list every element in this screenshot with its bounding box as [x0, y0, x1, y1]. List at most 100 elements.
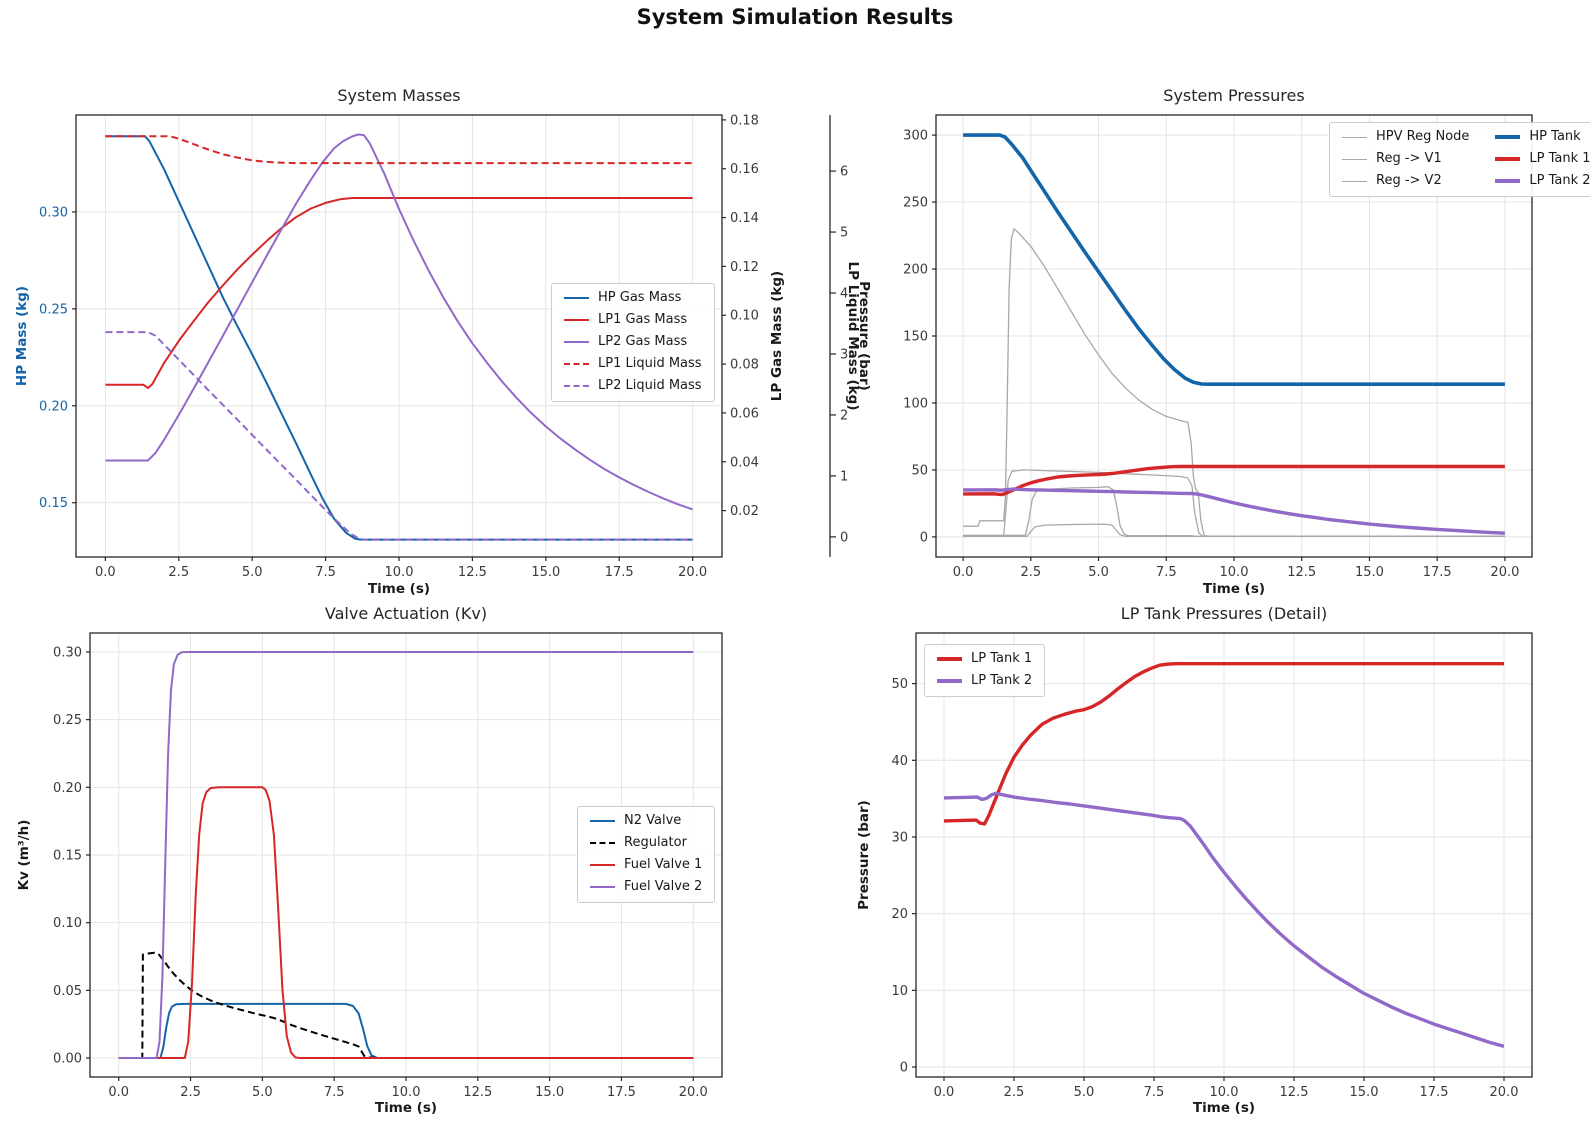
legend-label: LP2 Liquid Mass	[598, 377, 702, 393]
svg-text:15.0: 15.0	[1350, 1085, 1379, 1100]
svg-text:150: 150	[903, 330, 928, 345]
legend-system-masses: HP Gas Mass LP1 Gas Mass LP2 Gas Mass LP1 L…	[551, 283, 715, 402]
chart-title-lp-detail: LP Tank Pressures (Detail)	[1120, 604, 1328, 623]
svg-text:0.06: 0.06	[730, 406, 759, 421]
svg-text:5.0: 5.0	[252, 1085, 273, 1100]
figure-title: System Simulation Results	[636, 5, 954, 29]
svg-text:12.5: 12.5	[1287, 565, 1316, 580]
svg-text:0.04: 0.04	[730, 455, 759, 470]
svg-text:0.0: 0.0	[108, 1085, 129, 1100]
svg-text:7.5: 7.5	[1156, 565, 1177, 580]
legend-label: LP1 Liquid Mass	[598, 355, 702, 371]
svg-text:5.0: 5.0	[1088, 565, 1109, 580]
svg-text:17.5: 17.5	[607, 1085, 636, 1100]
svg-text:5.0: 5.0	[242, 565, 263, 580]
svg-text:0.30: 0.30	[39, 205, 68, 220]
legend-label: HP Tank	[1529, 129, 1581, 144]
legend-entry: Fuel Valve 2	[590, 878, 703, 895]
svg-text:10: 10	[891, 984, 908, 999]
svg-text:7.5: 7.5	[324, 1085, 345, 1100]
series-valve-actuation-fuel-valve-1	[118, 786, 694, 1059]
legend-swatch-lp1-gas-mass	[564, 319, 589, 322]
svg-text:5: 5	[840, 226, 848, 241]
svg-text:17.5: 17.5	[1420, 1085, 1449, 1100]
legend-label: Reg -> V2	[1376, 172, 1442, 188]
x-ticks-system-masses: 0.0 2.5 5.0 7.5 10.0 12.5 15.0 17.5 20.0	[95, 557, 707, 580]
svg-text:0.15: 0.15	[39, 496, 68, 511]
x-axis-label-system-pressures: Time (s)	[1202, 581, 1266, 597]
chart-title-system-masses: System Masses	[337, 86, 461, 105]
x-axis-label-lp-detail: Time (s)	[1192, 1100, 1256, 1116]
series-group-valve-actuation	[118, 651, 694, 1059]
y-ticks-left-valve-actuation: 0.00 0.05 0.10 0.15 0.20 0.25 0.30	[53, 645, 90, 1067]
svg-text:2: 2	[840, 408, 848, 423]
y-axis-label-lp-gas-mass: LP Gas Mass (kg)	[769, 270, 785, 402]
svg-text:20.0: 20.0	[679, 1085, 708, 1100]
svg-text:0.00: 0.00	[53, 1052, 82, 1067]
svg-text:1: 1	[840, 469, 848, 484]
legend-entry: HP Gas Mass	[564, 290, 702, 306]
y-axis-outer-system-pressures: 0 1 2 3 4 5 6	[829, 115, 848, 557]
svg-text:7.5: 7.5	[315, 565, 336, 580]
legend-entry: HPV Reg Node	[1342, 129, 1469, 145]
svg-text:4: 4	[840, 287, 848, 302]
legend-swatch-hpv-reg-node	[1342, 136, 1367, 138]
legend-swatch-hp-gas-mass	[564, 297, 589, 300]
legend-label: HP Gas Mass	[598, 290, 682, 305]
legend-system-pressures: HPV Reg Node Reg -> V1 Reg -> V2 HP Tank LP …	[1329, 122, 1590, 197]
legend-label: LP1 Gas Mass	[598, 311, 688, 327]
chart-system-pressures: 0.0 2.5 5.0 7.5 10.0 12.5 15.0 17.5 20.005010015…	[829, 114, 1533, 580]
legend-label: Fuel Valve 2	[624, 878, 703, 894]
series-valve-actuation-n2-valve	[118, 1002, 694, 1059]
legend-entry: Reg -> V1	[1342, 150, 1469, 167]
legend-swatch-lp-tank-2	[1495, 179, 1521, 184]
svg-text:12.5: 12.5	[1280, 1085, 1309, 1100]
legend-entry: LP1 Liquid Mass	[564, 355, 702, 372]
legend-swatch-lp2-gas-mass	[564, 341, 589, 344]
svg-text:6: 6	[840, 165, 848, 180]
svg-text:0: 0	[920, 530, 928, 545]
svg-text:20.0: 20.0	[678, 565, 707, 580]
svg-text:20: 20	[891, 907, 908, 922]
legend-label: LP Tank 1	[1529, 150, 1590, 166]
x-axis-label-system-masses: Time (s)	[367, 581, 431, 597]
legend-entry: HP Tank	[1495, 129, 1590, 145]
svg-text:15.0: 15.0	[1355, 565, 1384, 580]
legend-swatch-fuel-valve-1	[590, 864, 615, 867]
chart-lp-detail: 0.0 2.5 5.0 7.5 10.0 12.5 15.0 17.5 20.0 0 10 20 30 4…	[891, 632, 1533, 1100]
svg-text:0.20: 0.20	[39, 399, 68, 414]
y-ticks-right-system-masses: 0.02 0.04 0.06 0.08 0.10 0.12 0.14 0.16 0.18	[722, 113, 759, 519]
svg-text:40: 40	[891, 754, 908, 769]
chart-title-valve-actuation: Valve Actuation (Kv)	[324, 604, 488, 623]
svg-text:250: 250	[903, 196, 928, 211]
svg-text:20.0: 20.0	[1490, 1085, 1519, 1100]
legend-swatch-hp-tank	[1495, 135, 1521, 140]
svg-text:30: 30	[891, 830, 908, 845]
svg-text:0.10: 0.10	[730, 309, 759, 324]
series-system-pressures-hpv-reg-node	[963, 228, 1505, 537]
svg-text:0.15: 0.15	[53, 849, 82, 864]
series-lp-detail-lp-tank-2	[943, 791, 1505, 1048]
svg-text:20.0: 20.0	[1490, 565, 1519, 580]
legend-label: Fuel Valve 1	[624, 856, 703, 872]
legend-swatch-lp-tank-2	[937, 679, 962, 684]
series-group-system-pressures	[963, 133, 1505, 538]
series-system-masses-lp1-liquid-mass	[105, 135, 693, 165]
svg-text:17.5: 17.5	[605, 565, 634, 580]
svg-text:0.10: 0.10	[53, 916, 82, 931]
svg-text:0.12: 0.12	[730, 260, 759, 275]
legend-entry: Regulator	[590, 835, 702, 851]
chart-system-masses: 0.0 2.5 5.0 7.5 10.0 12.5 15.0 17.5 20.0 0.15 0.20…	[39, 113, 759, 580]
series-group-system-masses	[105, 133, 693, 541]
svg-text:0.25: 0.25	[53, 713, 82, 728]
x-ticks-lp-detail: 0.0 2.5 5.0 7.5 10.0 12.5 15.0 17.5 20.0	[934, 1077, 1519, 1100]
legend-label: Reg -> V1	[1376, 150, 1442, 166]
legend-label: LP Tank 2	[1529, 172, 1590, 188]
svg-text:0.0: 0.0	[953, 565, 974, 580]
legend-entry: LP2 Gas Mass	[564, 334, 702, 350]
grid-lp-detail	[916, 633, 1532, 1077]
svg-text:2.5: 2.5	[1004, 1085, 1025, 1100]
legend-label: N2 Valve	[624, 813, 682, 828]
series-valve-actuation-fuel-valve-2	[118, 651, 694, 1059]
